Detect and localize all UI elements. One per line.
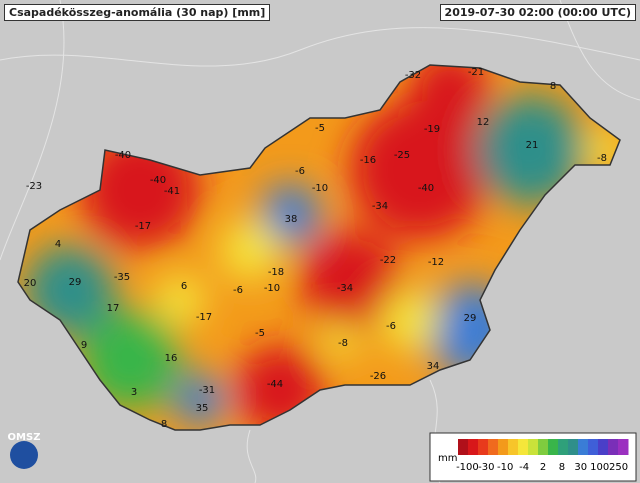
legend-tick-label: 30 xyxy=(574,462,587,473)
station-value: 21 xyxy=(526,140,539,151)
legend-swatch xyxy=(508,439,519,455)
station-value: -5 xyxy=(255,328,265,339)
station-value: 16 xyxy=(165,353,178,364)
station-value: 8 xyxy=(550,81,556,92)
legend-swatch xyxy=(488,439,499,455)
station-value: -35 xyxy=(114,272,130,283)
station-value: -25 xyxy=(394,150,410,161)
station-value: 8 xyxy=(161,419,167,430)
station-value: -40 xyxy=(150,175,166,186)
station-value: 38 xyxy=(285,214,298,225)
station-value: 6 xyxy=(181,281,187,292)
station-value: -31 xyxy=(199,385,215,396)
timestamp: 2019-07-30 02:00 (00:00 UTC) xyxy=(439,4,636,21)
station-value: -6 xyxy=(386,321,396,332)
station-value: -17 xyxy=(196,312,212,323)
station-value: -8 xyxy=(338,338,348,349)
station-value: -18 xyxy=(268,267,284,278)
legend-swatch xyxy=(608,439,619,455)
legend-tick-label: -30 xyxy=(478,462,494,473)
station-value: -22 xyxy=(380,255,396,266)
station-value: -44 xyxy=(267,379,283,390)
legend-tick-label: 8 xyxy=(559,462,565,473)
station-value: -40 xyxy=(418,183,434,194)
station-value: -23 xyxy=(26,181,42,192)
station-value: 4 xyxy=(55,239,61,250)
station-value: -17 xyxy=(135,221,151,232)
station-value: -6 xyxy=(295,166,305,177)
station-value: 12 xyxy=(477,117,490,128)
station-value: 9 xyxy=(81,340,87,351)
legend-swatch xyxy=(598,439,609,455)
legend-swatch xyxy=(498,439,509,455)
station-value: 29 xyxy=(69,277,82,288)
legend-swatch xyxy=(578,439,589,455)
legend-swatch xyxy=(458,439,469,455)
legend: -100 -30 -10 -4 2 8 30 100 250 xyxy=(456,439,629,473)
station-value: 35 xyxy=(196,403,209,414)
legend-tick-label: -4 xyxy=(519,462,529,473)
station-value: -26 xyxy=(370,371,386,382)
logo-text: OMSZ xyxy=(8,432,41,443)
legend-swatch xyxy=(548,439,559,455)
legend-swatch xyxy=(618,439,629,455)
title: Csapadékösszeg-anomália (30 nap) [mm] xyxy=(4,4,271,21)
station-value: -40 xyxy=(115,150,131,161)
station-value: -16 xyxy=(360,155,376,166)
station-value: 20 xyxy=(24,278,37,289)
station-value: -6 xyxy=(233,285,243,296)
legend-tick-label: -10 xyxy=(497,462,513,473)
legend-swatch xyxy=(468,439,479,455)
country-border xyxy=(17,64,621,431)
station-value: -10 xyxy=(312,183,328,194)
legend-tick-label: 100 xyxy=(590,462,609,473)
legend-swatch xyxy=(558,439,569,455)
legend-tick-label: 2 xyxy=(540,462,546,473)
legend-tick-label: 250 xyxy=(609,462,628,473)
station-value: 3 xyxy=(131,387,137,398)
station-value: -32 xyxy=(405,70,421,81)
station-value: 17 xyxy=(107,303,120,314)
station-value: 29 xyxy=(464,313,477,324)
station-value: -8 xyxy=(597,153,607,164)
legend-swatch xyxy=(568,439,579,455)
station-value: 34 xyxy=(427,361,440,372)
legend-swatch xyxy=(478,439,489,455)
station-value: -34 xyxy=(337,283,353,294)
station-value: -19 xyxy=(424,124,440,135)
station-value: -12 xyxy=(428,257,444,268)
legend-swatch xyxy=(538,439,549,455)
legend-unit: mm xyxy=(438,453,457,464)
station-value: -34 xyxy=(372,201,388,212)
legend-tick-label: -100 xyxy=(456,462,479,473)
station-value: -10 xyxy=(264,283,280,294)
station-value: -5 xyxy=(315,123,325,134)
station-value: -41 xyxy=(164,186,180,197)
legend-swatch xyxy=(528,439,539,455)
station-value: -21 xyxy=(468,67,484,78)
legend-swatch xyxy=(518,439,529,455)
logo-mark xyxy=(10,441,38,469)
legend-swatch xyxy=(588,439,599,455)
